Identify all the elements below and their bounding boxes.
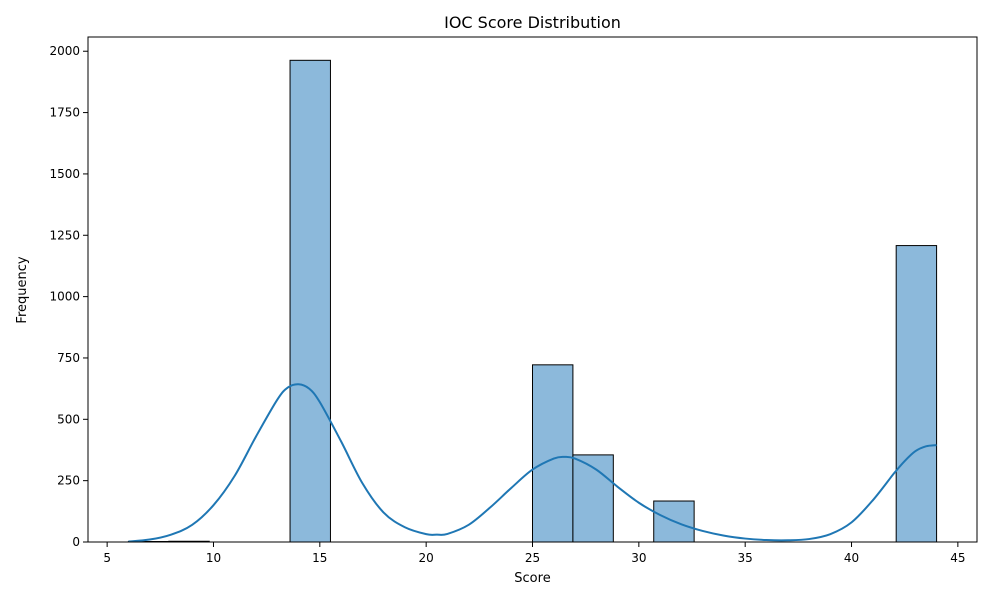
x-axis-label: Score [514, 571, 550, 586]
x-tick-label: 15 [312, 551, 327, 565]
y-tick-label: 1250 [49, 228, 80, 242]
x-tick-label: 5 [103, 551, 111, 565]
y-tick-label: 250 [57, 474, 80, 488]
x-tick-label: 35 [738, 551, 753, 565]
y-tick-label: 2000 [49, 44, 80, 58]
histogram-bar [290, 60, 330, 542]
x-tick-label: 20 [419, 551, 434, 565]
y-tick-label: 1000 [49, 290, 80, 304]
y-tick-label: 1750 [49, 106, 80, 120]
y-axis-label: Frequency [15, 256, 30, 323]
x-tick-label: 45 [950, 551, 965, 565]
y-tick-label: 1500 [49, 167, 80, 181]
x-tick-label: 25 [525, 551, 540, 565]
histogram-bar [533, 365, 573, 542]
x-tick-label: 30 [631, 551, 646, 565]
y-tick-label: 500 [57, 412, 80, 426]
y-tick-label: 750 [57, 351, 80, 365]
x-tick-label: 40 [844, 551, 859, 565]
histogram-bar [896, 246, 936, 542]
chart-title: IOC Score Distribution [444, 13, 621, 32]
y-tick-label: 0 [72, 535, 80, 549]
x-tick-label: 10 [206, 551, 221, 565]
